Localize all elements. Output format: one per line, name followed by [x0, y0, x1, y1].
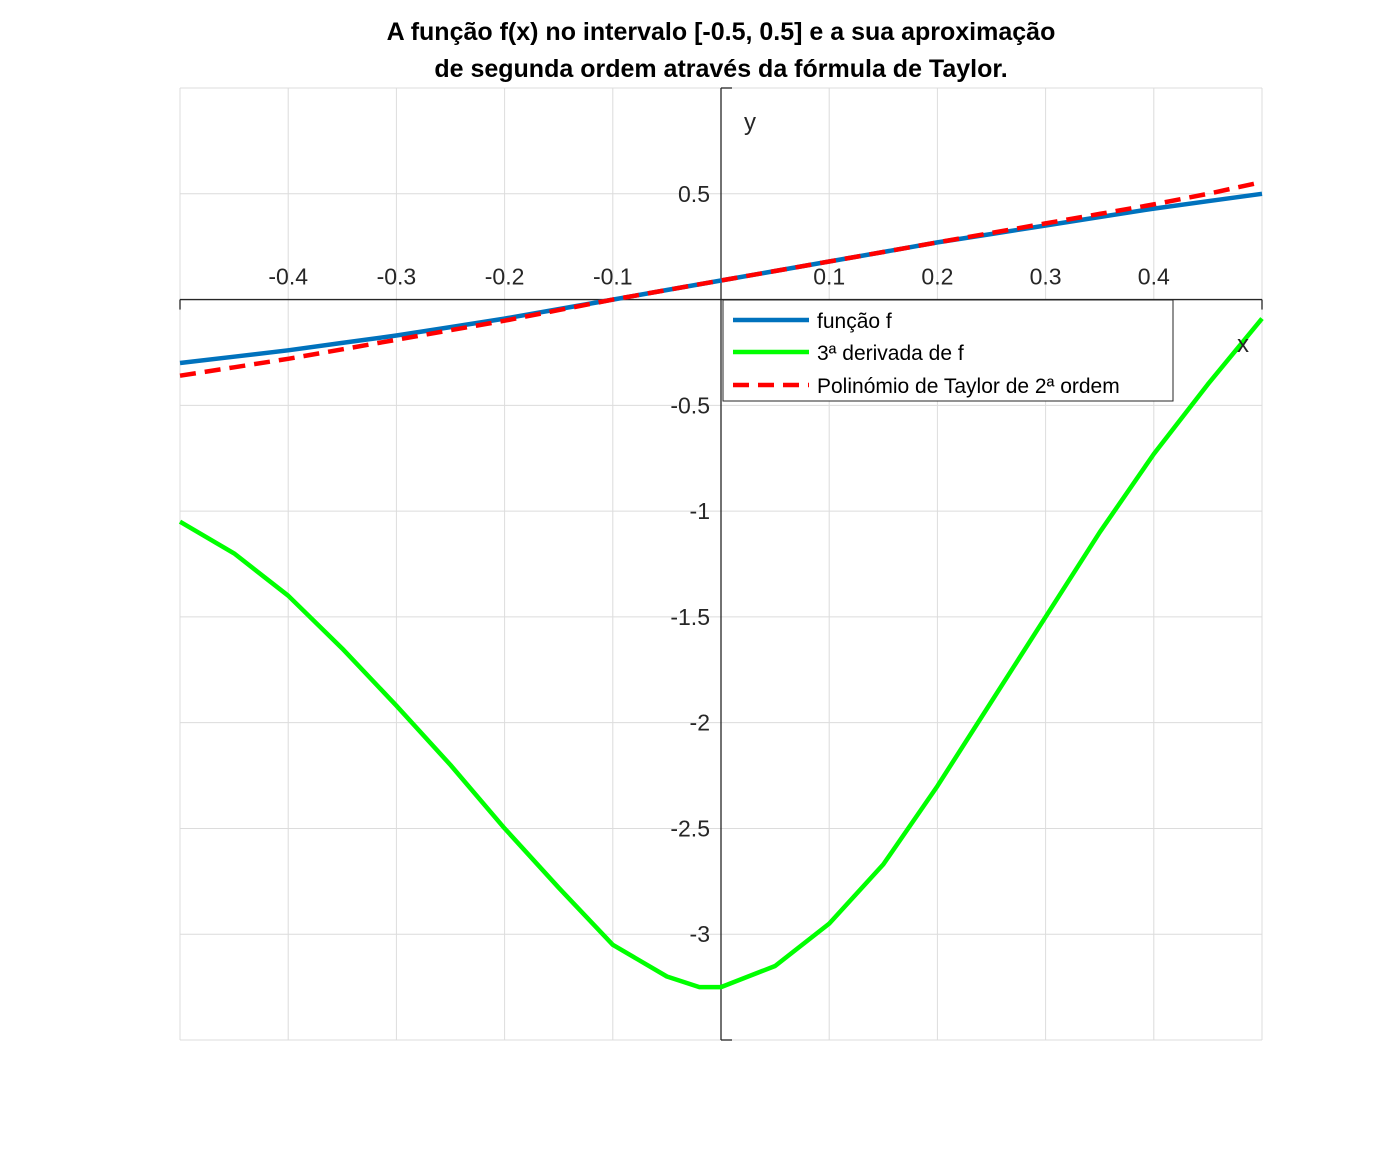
legend-label-3a-derivada: 3ª derivada de f	[817, 342, 964, 365]
legend: função f 3ª derivada de f Polinómio de T…	[723, 300, 1173, 401]
x-tick-label: -0.2	[485, 264, 525, 290]
y-tick-label: -3	[690, 921, 710, 947]
chart-title-line-2: de segunda ordem através da fórmula de T…	[434, 55, 1007, 83]
legend-label-funcao-f: função f	[817, 310, 892, 333]
x-tick-label: -0.1	[593, 264, 633, 290]
y-tick-label: -0.5	[670, 392, 710, 418]
x-tick-label: -0.4	[268, 264, 308, 290]
x-tick-label: 0.2	[921, 264, 953, 290]
x-tick-label: 0.4	[1138, 264, 1170, 290]
chart-title-line-1: A função f(x) no intervalo [-0.5, 0.5] e…	[387, 18, 1056, 46]
y-tick-label: -2	[690, 710, 710, 736]
plot-area: -0.4 -0.3 -0.2 -0.1 0.1 0.2 0.3 0.4 0.5 -0.5 -1 -1.…	[180, 88, 1262, 1040]
y-tick-label: -1.5	[670, 604, 710, 630]
y-tick-label: -2.5	[670, 815, 710, 841]
x-axis-label: x	[1237, 331, 1249, 358]
y-tick-label: 0.5	[678, 181, 710, 207]
legend-label-taylor: Polinómio de Taylor de 2ª ordem	[817, 375, 1120, 398]
y-axis-label: y	[744, 109, 756, 136]
x-tick-label: -0.3	[377, 264, 417, 290]
y-tick-label: -1	[690, 498, 710, 524]
x-tick-label: 0.1	[813, 264, 845, 290]
x-tick-label: 0.3	[1030, 264, 1062, 290]
